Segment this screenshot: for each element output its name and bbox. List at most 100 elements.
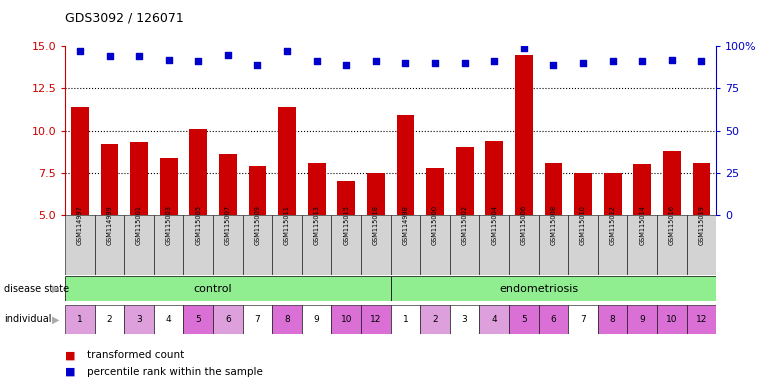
Bar (604, 173, 621, 215)
Bar (657, 215, 686, 275)
Text: endometriosis: endometriosis (499, 284, 578, 294)
Bar (515, 55, 532, 215)
Text: individual: individual (4, 314, 51, 324)
Bar (302, 305, 332, 334)
Bar (574, 173, 592, 215)
Bar (627, 305, 657, 334)
Text: GSM115015: GSM115015 (343, 205, 349, 245)
Bar (538, 215, 568, 275)
Text: 4: 4 (166, 315, 172, 324)
Text: 3: 3 (462, 315, 467, 324)
Text: 8: 8 (610, 315, 616, 324)
Point (429, 60, 441, 66)
Point (636, 58, 648, 65)
Bar (391, 305, 421, 334)
Bar (426, 168, 444, 215)
Text: ■: ■ (65, 367, 76, 377)
Bar (568, 305, 597, 334)
Bar (480, 215, 509, 275)
Point (103, 53, 116, 59)
Bar (213, 215, 243, 275)
Text: percentile rank within the sample: percentile rank within the sample (87, 367, 263, 377)
Text: 1: 1 (77, 315, 83, 324)
Bar (278, 107, 296, 215)
Point (310, 58, 322, 65)
Bar (692, 163, 710, 215)
Bar (480, 305, 509, 334)
Bar (391, 215, 421, 275)
Bar (65, 215, 95, 275)
Text: GSM115000: GSM115000 (432, 205, 438, 245)
Text: GSM115013: GSM115013 (313, 205, 319, 245)
Bar (95, 305, 124, 334)
Text: 1: 1 (403, 315, 408, 324)
Text: GSM115010: GSM115010 (580, 205, 586, 245)
Bar (154, 215, 184, 275)
Text: GSM115014: GSM115014 (639, 205, 645, 245)
Bar (545, 163, 562, 215)
Text: GSM115006: GSM115006 (521, 205, 527, 245)
Text: GSM115012: GSM115012 (610, 205, 616, 245)
Bar (450, 305, 480, 334)
Bar (249, 166, 267, 215)
Point (222, 51, 234, 58)
Bar (391, 276, 716, 301)
Bar (332, 305, 361, 334)
Bar (124, 305, 154, 334)
Bar (184, 305, 213, 334)
Bar (397, 115, 414, 215)
Bar (361, 215, 391, 275)
Text: 5: 5 (195, 315, 201, 324)
Bar (184, 215, 213, 275)
Bar (272, 215, 302, 275)
Text: 8: 8 (284, 315, 290, 324)
Point (607, 58, 619, 65)
Bar (421, 305, 450, 334)
Text: 5: 5 (521, 315, 527, 324)
Bar (421, 215, 450, 275)
Point (74, 48, 86, 54)
Point (251, 61, 264, 68)
Bar (509, 305, 538, 334)
Point (281, 48, 293, 54)
Text: GSM115007: GSM115007 (225, 205, 231, 245)
Bar (160, 157, 178, 215)
Bar (509, 215, 538, 275)
Text: GSM115009: GSM115009 (254, 205, 260, 245)
Bar (65, 305, 95, 334)
Bar (337, 181, 355, 215)
Point (162, 56, 175, 63)
Text: ■: ■ (65, 350, 76, 360)
Text: 3: 3 (136, 315, 142, 324)
Point (666, 56, 678, 63)
Text: GDS3092 / 126071: GDS3092 / 126071 (65, 12, 184, 25)
Text: GSM115016: GSM115016 (669, 205, 675, 245)
Bar (456, 147, 473, 215)
Text: ▶: ▶ (51, 314, 59, 324)
Point (518, 45, 530, 51)
Text: GSM115001: GSM115001 (136, 205, 142, 245)
Text: GSM115003: GSM115003 (165, 205, 172, 245)
Point (696, 58, 708, 65)
Point (192, 58, 205, 65)
Text: GSM114999: GSM114999 (106, 205, 113, 245)
Point (399, 60, 411, 66)
Bar (213, 305, 243, 334)
Text: transformed count: transformed count (87, 350, 184, 360)
Point (340, 61, 352, 68)
Bar (361, 305, 391, 334)
Text: GSM115005: GSM115005 (195, 205, 201, 245)
Point (488, 58, 500, 65)
Bar (219, 154, 237, 215)
Bar (332, 215, 361, 275)
Text: GSM115018: GSM115018 (373, 205, 379, 245)
Bar (486, 141, 503, 215)
Bar (686, 215, 716, 275)
Text: 2: 2 (432, 315, 438, 324)
Bar (272, 305, 302, 334)
Text: control: control (194, 284, 232, 294)
Point (370, 58, 382, 65)
Text: 6: 6 (225, 315, 231, 324)
Text: GSM115011: GSM115011 (284, 205, 290, 245)
Bar (686, 305, 716, 334)
